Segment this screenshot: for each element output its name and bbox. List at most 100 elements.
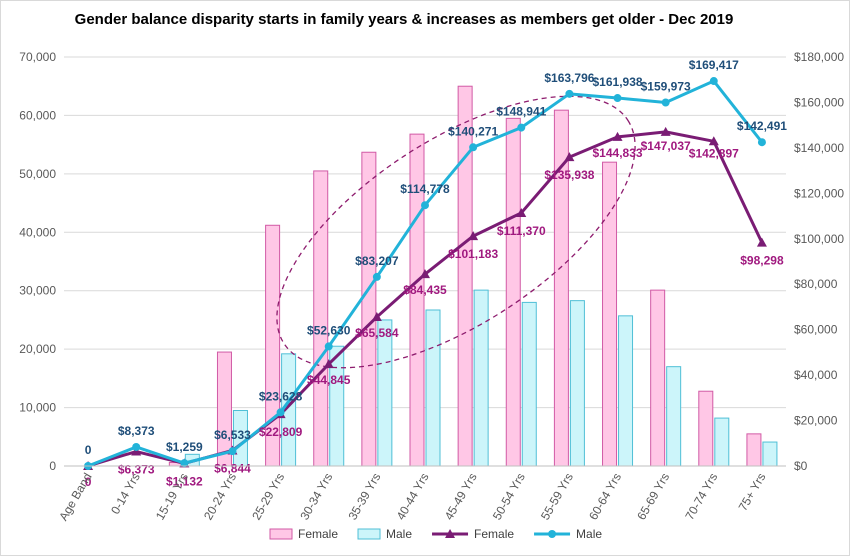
category-label: 50-54 Yrs xyxy=(490,471,528,523)
female-data-label: $65,584 xyxy=(355,326,399,340)
category-label: 45-49 Yrs xyxy=(442,470,480,522)
female-bar xyxy=(457,85,473,467)
female-point xyxy=(564,152,575,162)
female-point xyxy=(468,231,479,241)
female-data-label: $147,037 xyxy=(641,139,691,153)
category-label: 35-39 Yrs xyxy=(345,471,383,523)
female-bar xyxy=(602,161,618,467)
right-tick-label: $160,000 xyxy=(794,95,844,109)
male-data-label: $140,271 xyxy=(448,124,498,138)
left-tick-label: 0 xyxy=(49,459,56,473)
male-point xyxy=(517,123,526,132)
category-label: Age Band xyxy=(56,471,94,524)
male-bar xyxy=(377,319,393,467)
male-bar xyxy=(521,301,537,467)
female-data-label: $44,845 xyxy=(307,373,351,387)
legend-swatch-male-bar xyxy=(357,528,381,540)
female-data-label: $6,844 xyxy=(214,461,251,475)
male-data-label: $169,417 xyxy=(689,58,739,72)
right-tick-label: $140,000 xyxy=(794,141,844,155)
male-data-label: $159,973 xyxy=(641,80,691,94)
legend-item: Male xyxy=(357,527,412,541)
legend: Female Male Female Male xyxy=(269,527,602,541)
male-point xyxy=(565,89,574,98)
female-bar xyxy=(361,151,377,467)
female-data-label: $144,833 xyxy=(593,146,643,160)
male-point xyxy=(661,98,670,107)
legend-item: Female xyxy=(432,527,514,541)
male-data-label: $114,778 xyxy=(400,182,450,196)
female-data-label: $1,132 xyxy=(166,474,203,488)
male-bar xyxy=(473,289,489,467)
female-bar xyxy=(650,289,666,467)
legend-label: Male xyxy=(576,527,602,541)
category-label: 60-64 Yrs xyxy=(586,471,624,523)
male-data-label: $1,259 xyxy=(166,440,203,454)
chart-title: Gender balance disparity starts in famil… xyxy=(75,11,734,28)
male-point xyxy=(709,77,718,86)
right-tick-label: $20,000 xyxy=(794,414,838,428)
right-tick-label: $180,000 xyxy=(794,50,844,64)
legend-label: Male xyxy=(386,527,412,541)
triangle-marker-icon xyxy=(445,529,456,538)
category-label: 25-29 Yrs xyxy=(249,471,287,523)
right-axis: $0 $20,000 $40,000 $60,000 $80,000 $100,000 $1… xyxy=(794,50,844,473)
male-bar xyxy=(329,345,345,467)
category-label: 40-44 Yrs xyxy=(394,471,432,523)
female-data-label: $98,298 xyxy=(740,254,784,268)
female-point xyxy=(612,131,623,141)
legend-swatch-female-bar xyxy=(269,528,293,540)
female-bar xyxy=(505,117,521,467)
female-data-label: $101,183 xyxy=(448,247,498,261)
male-data-label: $142,491 xyxy=(737,119,787,133)
male-bar xyxy=(714,417,730,467)
male-bar xyxy=(618,315,634,467)
male-point xyxy=(469,143,478,152)
male-data-label: $163,796 xyxy=(544,71,594,85)
male-data-label: $8,373 xyxy=(118,424,155,438)
male-data-label: $52,630 xyxy=(307,323,351,337)
female-data-label: $22,809 xyxy=(259,425,303,439)
category-label: 75+ Yrs xyxy=(736,471,769,514)
dashed-ellipse-annotation xyxy=(276,95,636,369)
right-tick-label: $40,000 xyxy=(794,368,838,382)
male-point xyxy=(276,408,285,417)
female-data-label: $111,370 xyxy=(497,224,546,238)
category-label: 0-14 Yrs xyxy=(108,471,143,517)
left-tick-label: 50,000 xyxy=(19,167,56,181)
male-bar xyxy=(425,309,441,467)
female-point xyxy=(516,207,527,217)
left-tick-label: 40,000 xyxy=(19,225,56,239)
male-point xyxy=(228,447,237,456)
left-axis: 0 10,000 20,000 30,000 40,000 50,000 60,000 70,… xyxy=(19,50,56,473)
annotation-layer xyxy=(276,95,636,369)
right-tick-label: $120,000 xyxy=(794,186,844,200)
male-data-label: $148,941 xyxy=(496,105,546,119)
female-point xyxy=(660,126,671,136)
male-data-label: $23,628 xyxy=(259,389,303,403)
category-label: 20-24 Yrs xyxy=(201,471,239,523)
left-tick-label: 60,000 xyxy=(19,108,56,122)
female-data-label: $135,938 xyxy=(544,168,594,182)
female-point xyxy=(420,269,430,279)
female-bar xyxy=(698,390,714,467)
male-bar xyxy=(569,300,585,467)
male-data-label: $6,533 xyxy=(214,428,251,442)
right-tick-label: $80,000 xyxy=(794,277,838,291)
female-point xyxy=(371,311,382,321)
female-bar xyxy=(313,170,329,467)
right-tick-label: $60,000 xyxy=(794,323,838,337)
category-label: 55-59 Yrs xyxy=(538,471,576,523)
left-tick-label: 10,000 xyxy=(19,401,56,415)
female-data-label: $84,435 xyxy=(403,283,447,297)
male-data-label: $161,938 xyxy=(593,75,643,89)
male-point xyxy=(421,201,429,210)
male-bar xyxy=(762,441,778,467)
female-bar xyxy=(746,433,762,467)
right-tick-label: $0 xyxy=(794,459,808,473)
female-data-label: 0 xyxy=(85,475,92,489)
male-point xyxy=(324,342,333,351)
data-labels: 0$6,373$1,132$6,844$22,809$44,845$65,584… xyxy=(85,58,788,489)
category-label: 70-74 Yrs xyxy=(682,471,720,523)
